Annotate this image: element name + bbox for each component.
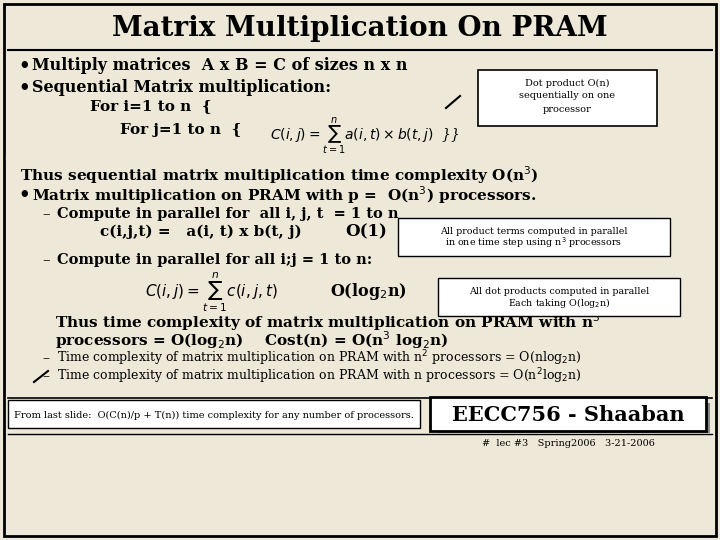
Text: Matrix Multiplication On PRAM: Matrix Multiplication On PRAM: [112, 15, 608, 42]
Text: All dot products computed in parallel: All dot products computed in parallel: [469, 287, 649, 295]
Bar: [438, 403, 710, 433]
Text: Compute in parallel for  all i, j, t  = 1 to n: Compute in parallel for all i, j, t = 1 …: [57, 207, 398, 221]
Text: O(log$_2$n): O(log$_2$n): [330, 281, 407, 302]
Text: processor: processor: [543, 105, 591, 113]
Text: Thus time complexity of matrix multiplication on PRAM with n$^3$: Thus time complexity of matrix multiplic…: [55, 311, 600, 333]
Text: For j=1 to n  {: For j=1 to n {: [120, 123, 241, 137]
Text: #  lec #3   Spring2006   3-21-2006: # lec #3 Spring2006 3-21-2006: [482, 440, 654, 449]
Text: –: –: [42, 253, 50, 267]
Text: –: –: [42, 351, 49, 365]
Text: sequentially on one: sequentially on one: [519, 91, 615, 100]
Text: Thus sequential matrix multiplication time complexity O(n$^3$): Thus sequential matrix multiplication ti…: [20, 164, 539, 186]
Text: processors = O(log$_2$n)    Cost(n) = O(n$^3$ log$_2$n): processors = O(log$_2$n) Cost(n) = O(n$^…: [55, 329, 449, 351]
Text: From last slide:  O(C(n)/p + T(n)) time complexity for any number of processors.: From last slide: O(C(n)/p + T(n)) time c…: [14, 410, 414, 420]
Text: Sequential Matrix multiplication:: Sequential Matrix multiplication:: [32, 79, 331, 97]
Text: Time complexity of matrix multiplication on PRAM with n$^2$ processors = O(nlog$: Time complexity of matrix multiplication…: [57, 348, 582, 368]
Text: Each taking O(log$_2$n): Each taking O(log$_2$n): [508, 296, 611, 310]
Text: $C(i,j) = \sum_{t=1}^{n} c(i,j,t)$: $C(i,j) = \sum_{t=1}^{n} c(i,j,t)$: [145, 271, 278, 314]
Text: For i=1 to n  {: For i=1 to n {: [90, 99, 212, 113]
Text: in one time step using n$^3$ processors: in one time step using n$^3$ processors: [446, 235, 623, 251]
Text: Matrix multiplication on PRAM with p =  O(n$^3$) processors.: Matrix multiplication on PRAM with p = O…: [32, 184, 536, 206]
FancyBboxPatch shape: [438, 278, 680, 316]
Text: Time complexity of matrix multiplication on PRAM with n processors = O(n$^2$log$: Time complexity of matrix multiplication…: [57, 366, 582, 386]
FancyBboxPatch shape: [430, 397, 706, 431]
Text: –: –: [42, 207, 50, 221]
Text: –: –: [42, 369, 49, 383]
Text: All product terms computed in parallel: All product terms computed in parallel: [440, 226, 628, 235]
Text: Compute in parallel for all i;j = 1 to n:: Compute in parallel for all i;j = 1 to n…: [57, 253, 372, 267]
FancyBboxPatch shape: [398, 218, 670, 256]
Text: $C(i,j) = \sum_{t=1}^{n} a(i,t) \times b(t,j)$  }}: $C(i,j) = \sum_{t=1}^{n} a(i,t) \times b…: [270, 116, 460, 156]
FancyBboxPatch shape: [478, 70, 657, 126]
Text: EECC756 - Shaaban: EECC756 - Shaaban: [451, 405, 684, 425]
Text: •: •: [18, 186, 30, 204]
Text: •: •: [18, 57, 30, 75]
Text: c(i,j,t) =   a(i, t) x b(t, j): c(i,j,t) = a(i, t) x b(t, j): [100, 225, 302, 239]
Text: Multiply matrices  A x B = C of sizes n x n: Multiply matrices A x B = C of sizes n x…: [32, 57, 408, 75]
Text: Dot product O(n): Dot product O(n): [525, 78, 609, 87]
Text: •: •: [18, 79, 30, 97]
FancyBboxPatch shape: [8, 400, 420, 428]
Text: O(1): O(1): [345, 224, 387, 240]
